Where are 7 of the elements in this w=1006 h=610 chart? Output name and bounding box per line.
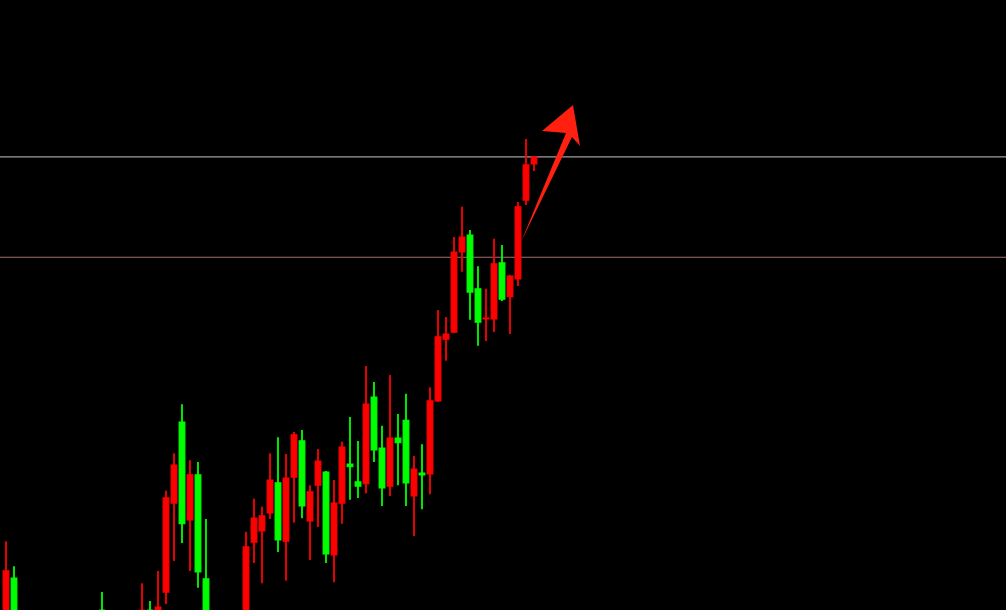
candlestick xyxy=(346,415,354,501)
candlestick xyxy=(98,591,106,610)
candlestick xyxy=(418,443,426,511)
candlestick xyxy=(154,570,162,610)
candlestick xyxy=(138,582,146,610)
candlestick xyxy=(354,440,362,499)
candlestick xyxy=(146,600,154,610)
